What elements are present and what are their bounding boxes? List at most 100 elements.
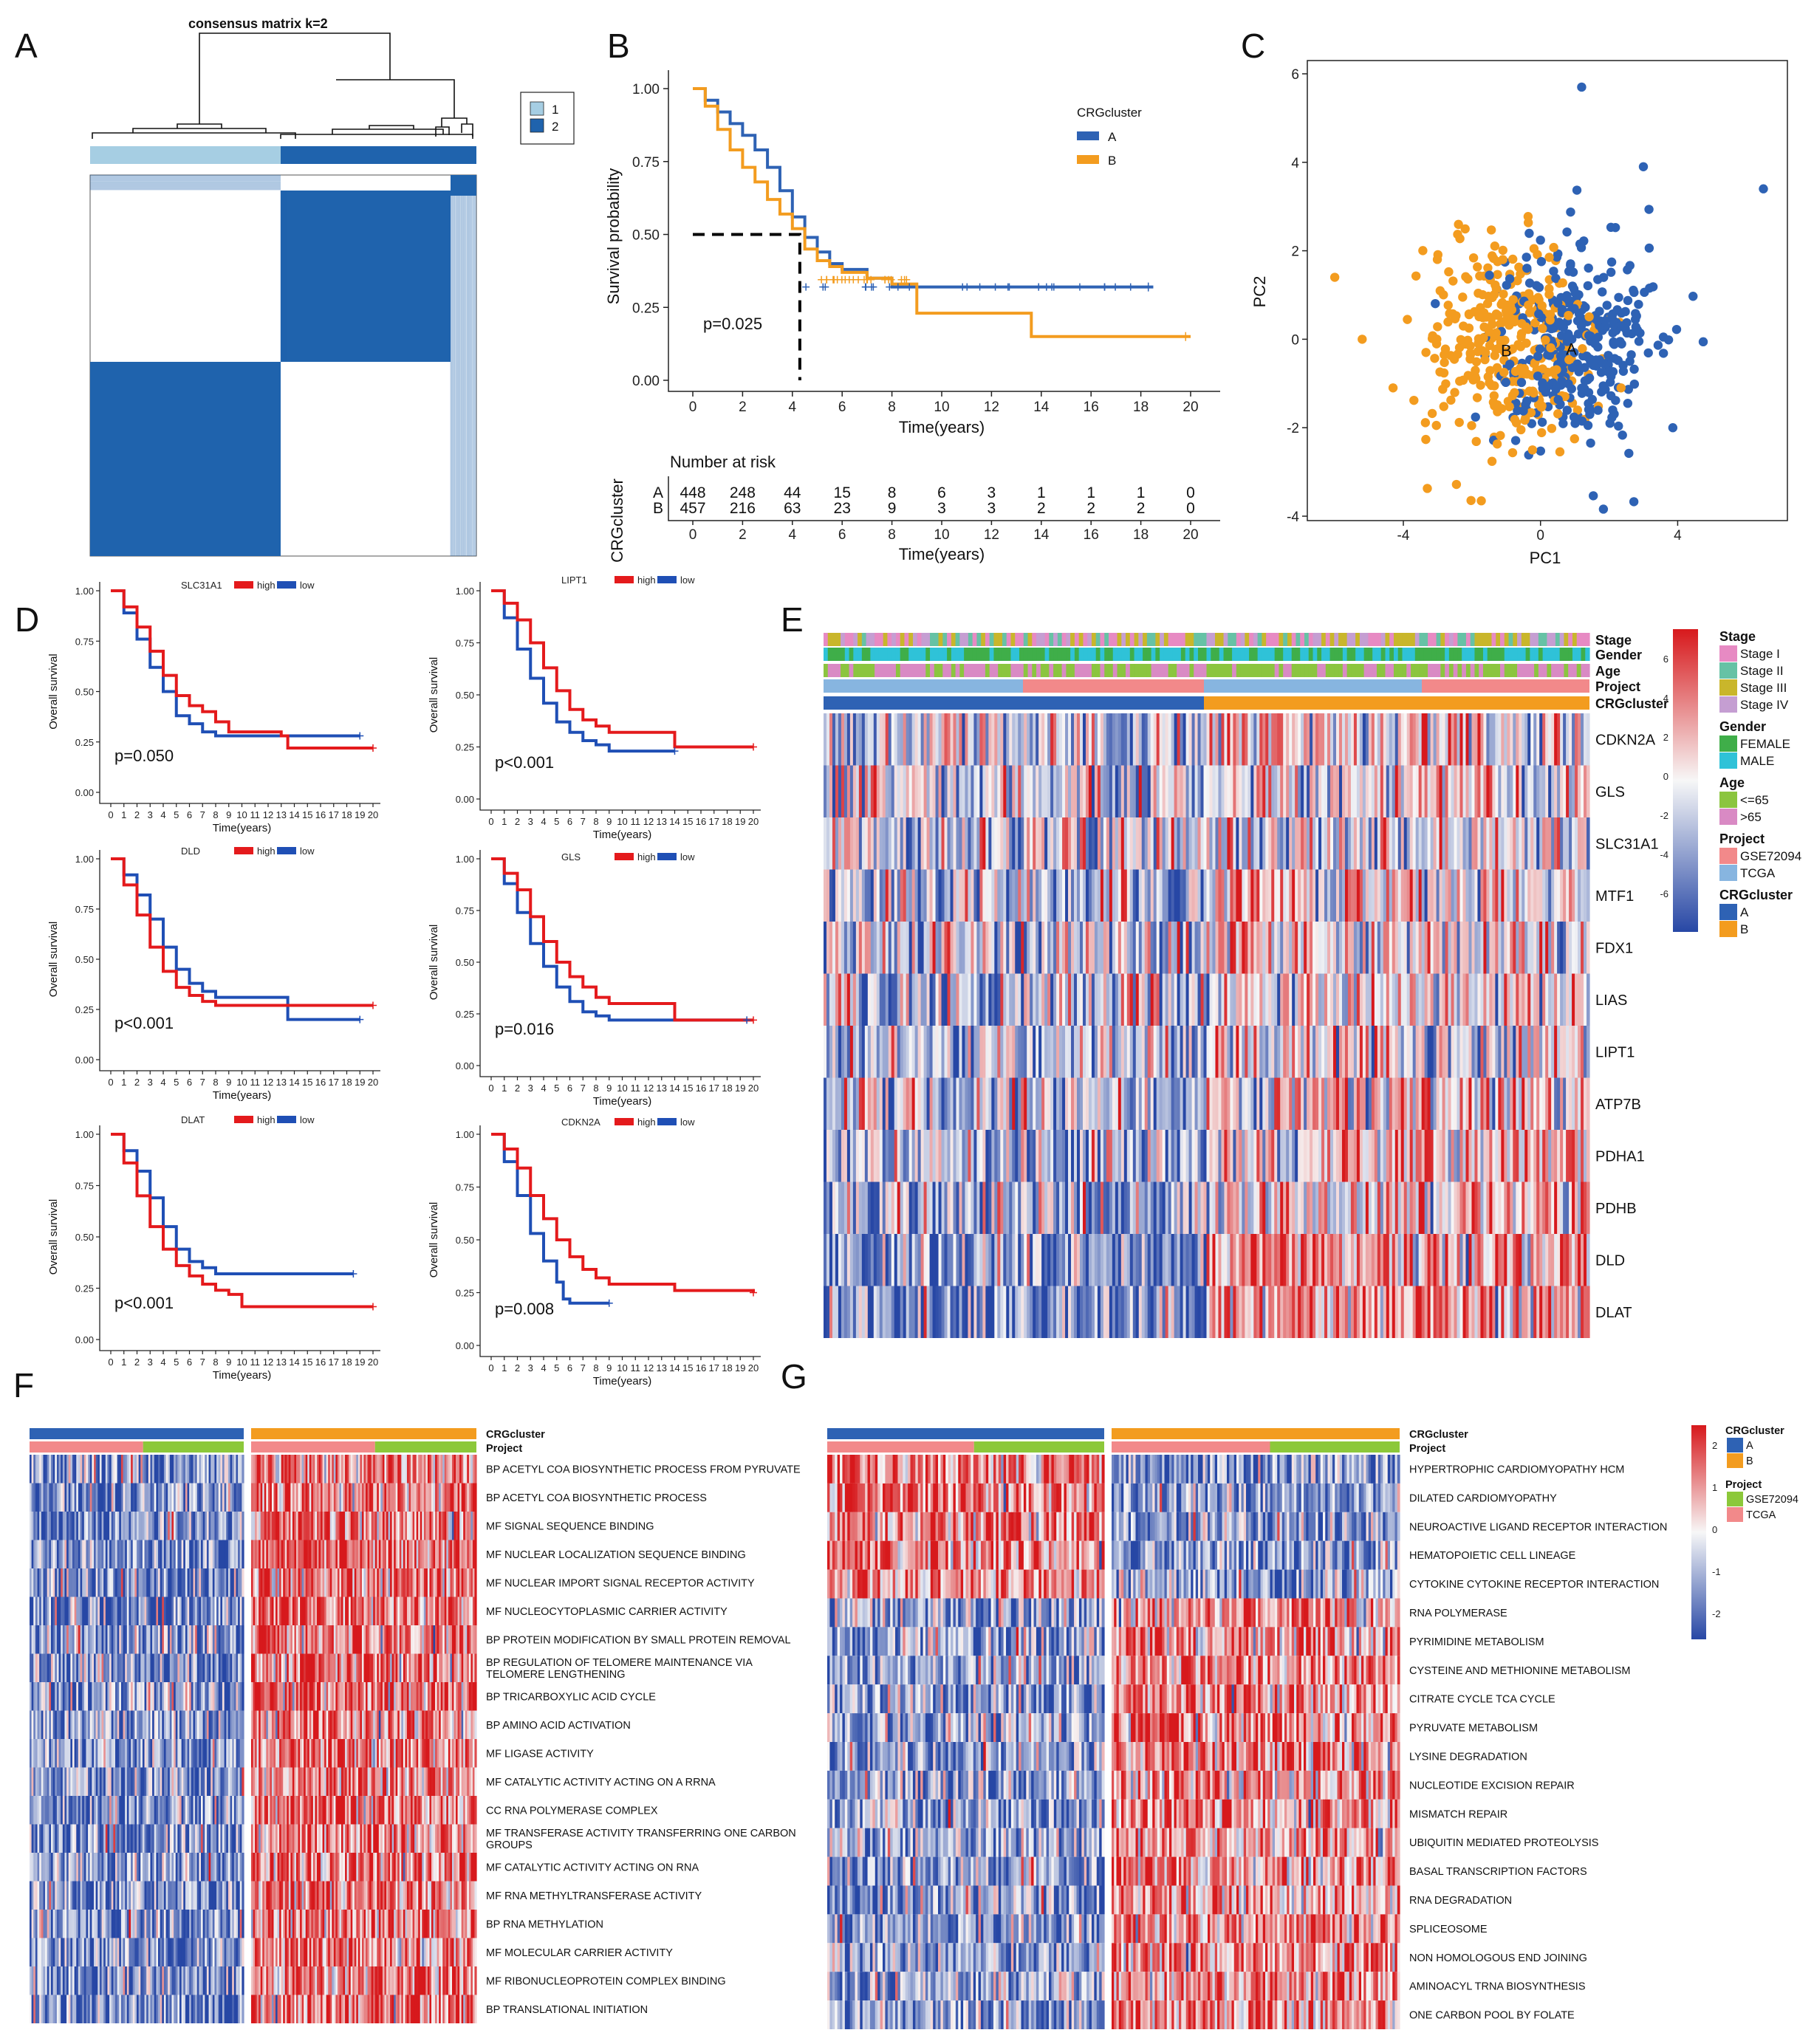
legend-low: low	[680, 1117, 695, 1128]
heat-cell	[1335, 869, 1340, 922]
heat-cell	[985, 1130, 989, 1182]
heat-cell	[1262, 664, 1267, 677]
heat-cell	[1327, 1077, 1331, 1130]
heat-cell	[1430, 869, 1434, 922]
heat-cell	[1230, 922, 1233, 974]
heat-cell	[1301, 1130, 1304, 1182]
heat-cell	[852, 1077, 857, 1130]
heat-cell	[1298, 1234, 1301, 1286]
heat-cell	[1483, 1077, 1488, 1130]
heat-cell	[1406, 633, 1411, 646]
point-B	[1444, 267, 1454, 277]
heat-cell	[900, 633, 906, 646]
heat-cell	[976, 869, 980, 922]
heat-cell	[832, 869, 836, 922]
heat-cell	[1483, 765, 1488, 817]
heat-cell	[1159, 713, 1163, 766]
heat-cell	[1227, 1026, 1231, 1078]
heat-cell	[1206, 633, 1211, 646]
km-axes	[99, 582, 380, 804]
point-B	[1507, 344, 1518, 354]
heat-cell	[1330, 922, 1334, 974]
heat-cell	[1233, 1130, 1236, 1182]
heat-cell	[1545, 1182, 1549, 1234]
point-B	[1471, 436, 1481, 447]
heat-cell	[1191, 765, 1196, 817]
heat-cell	[1575, 869, 1578, 922]
x-tick-label: 20	[748, 1362, 759, 1373]
heat-cell	[1253, 817, 1257, 870]
heat-cell	[1400, 922, 1405, 974]
heat-cell	[1423, 648, 1428, 661]
heat-cell	[1457, 648, 1462, 661]
heat-cell	[1522, 1077, 1525, 1130]
heat-cell	[1249, 633, 1254, 646]
heat-cell	[835, 817, 839, 870]
heat-cell	[1172, 664, 1177, 677]
point-B	[1439, 290, 1448, 300]
heat-cell	[1003, 1234, 1007, 1286]
heat-cell	[1277, 973, 1281, 1026]
heat-cell	[1074, 648, 1080, 661]
heat-cell	[1386, 869, 1390, 922]
risk-tick-label: 20	[1182, 527, 1198, 543]
heat-cell	[891, 765, 895, 817]
heat-cell	[997, 817, 1001, 870]
heat-cell	[882, 765, 886, 817]
point-B	[1459, 321, 1468, 331]
point-A	[1562, 227, 1572, 237]
heat-cell	[1194, 633, 1199, 646]
heat-cell	[1070, 664, 1075, 677]
heat-cell	[979, 1234, 983, 1286]
heat-cell	[1318, 1234, 1322, 1286]
point-A	[1585, 409, 1595, 419]
heat-cell	[1047, 713, 1051, 766]
x-tick-label: 13	[657, 1083, 667, 1094]
heat-cell	[894, 1130, 898, 1182]
heat-cell	[1153, 869, 1157, 922]
heat-cell	[997, 869, 1001, 922]
x-tick-label: 1	[502, 1083, 507, 1094]
heat-cell	[1411, 664, 1416, 677]
legend-swatch-low	[657, 1118, 677, 1125]
heat-cell	[1126, 713, 1131, 766]
heat-cell	[1584, 1026, 1587, 1078]
heat-cell	[1049, 648, 1054, 661]
heat-cell	[1224, 1026, 1228, 1078]
point-B	[1555, 447, 1565, 457]
heat-cell	[1424, 1130, 1428, 1182]
heat-cell	[1006, 817, 1010, 870]
heat-cell	[1174, 817, 1178, 870]
x-tick-label: 6	[187, 1357, 192, 1368]
heat-cell	[1283, 648, 1288, 661]
heat-cell	[1160, 633, 1165, 646]
heat-cell	[870, 817, 875, 870]
heat-cell	[1487, 648, 1493, 661]
heat-cell	[1548, 1077, 1552, 1130]
heat-cell	[951, 664, 956, 677]
heat-cell	[1482, 664, 1488, 677]
heat-cell	[1141, 1130, 1146, 1182]
heat-cell	[1474, 1026, 1479, 1078]
heat-cell	[1218, 713, 1222, 766]
heat-cell	[838, 1130, 842, 1182]
heat-cell	[1292, 1130, 1296, 1182]
y-tick-label: 0.25	[75, 737, 94, 748]
heat-cell	[988, 1234, 992, 1286]
heat-cell	[1389, 817, 1393, 870]
point-A	[1553, 298, 1563, 308]
heat-cell	[1215, 1182, 1219, 1234]
heat-cell	[1091, 1130, 1095, 1182]
heat-cell	[852, 1286, 857, 1338]
heat-cell	[1033, 1130, 1036, 1182]
x-tick-label: 2	[515, 816, 520, 827]
point-B	[1482, 299, 1493, 309]
heat-cell	[1256, 973, 1260, 1026]
heat-cell	[950, 869, 954, 922]
heat-cell	[1555, 633, 1561, 646]
legend-label-a: A	[1108, 130, 1117, 144]
x-tick-label: 10	[617, 1083, 627, 1094]
heat-cell	[1486, 869, 1490, 922]
x-tick-label: 6	[567, 816, 572, 827]
risk-tick-label: 6	[838, 527, 846, 543]
